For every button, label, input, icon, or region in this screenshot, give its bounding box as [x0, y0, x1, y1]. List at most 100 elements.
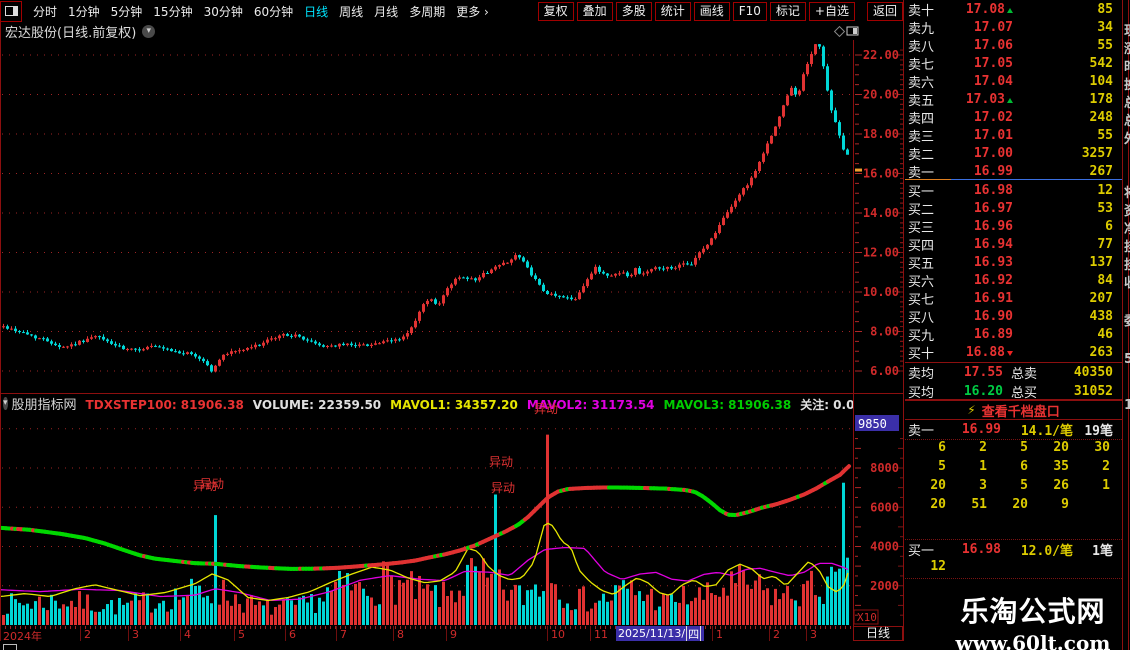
panel-icon — [4, 6, 18, 16]
date-cell-border — [806, 626, 807, 641]
orderbook-buy-row-7[interactable]: 买七 16.91 207 — [905, 289, 1122, 308]
spacer — [905, 516, 1122, 539]
price-axis-label: 14.00 — [863, 206, 899, 220]
menu-item-6[interactable]: 60分钟 — [253, 4, 294, 19]
average-label: 卖均 — [908, 367, 935, 382]
chevron-down-icon[interactable]: ▾ — [3, 396, 8, 410]
menu-item-1[interactable]: 分时 — [33, 4, 58, 19]
price-value: 16.91 — [973, 291, 1013, 306]
clipped-label: 1 — [1124, 398, 1130, 413]
queue-order-size: 1 — [1102, 478, 1110, 493]
date-tick-label: 1 — [716, 628, 723, 641]
chevron-down-icon[interactable]: ▾ — [142, 24, 156, 38]
bid-ask-separator — [905, 179, 1122, 180]
orderbook-sell-row-8[interactable]: 卖三 17.01 55 — [905, 126, 1122, 145]
orderbook-sell-row-4[interactable]: 卖七 17.05 542 — [905, 54, 1122, 73]
orderbook-sell-row-6[interactable]: 卖五 17.03 178 — [905, 90, 1122, 109]
orderbook-sell-levels: 卖十 17.08 85 卖九 17.07 34 卖八 17.06 55 卖七 17.05 542 卖六 1… — [905, 0, 1122, 181]
price-value: 17.05 — [973, 56, 1013, 71]
menu-item-10[interactable]: 多周期 — [409, 4, 446, 19]
orderbook-sell-row-9[interactable]: 卖二 17.00 3257 — [905, 144, 1122, 163]
toolbar-button-7[interactable]: 标记 — [769, 1, 806, 21]
volume-value: 137 — [1089, 255, 1113, 270]
menu-item-2[interactable]: 1分钟 — [68, 4, 100, 19]
menu-item-5[interactable]: 30分钟 — [203, 4, 243, 19]
date-tick-label: 8 — [397, 628, 404, 641]
orderbook-buy-row-10[interactable]: 买十 16.88 263 — [905, 343, 1122, 362]
orderbook-buy-row-5[interactable]: 买五 16.93 137 — [905, 253, 1122, 272]
period-indicator-box[interactable]: 日线 — [853, 626, 903, 641]
buy-level-label: 买十 — [908, 347, 935, 362]
per-order-value: 12.0/笔 — [1020, 544, 1073, 559]
date-tick-label: 2 — [84, 628, 91, 641]
volume-value: 178 — [1089, 92, 1113, 107]
total-value: 31052 — [1073, 384, 1113, 399]
toolbar-button-6[interactable]: F10 — [732, 1, 767, 21]
toolbar-button-1[interactable]: 复权 — [537, 1, 574, 21]
queue-order-size: 6 — [938, 440, 946, 455]
price-value: 16.98 — [961, 542, 1001, 557]
indicator-field-7: 关注: 0.00 — [800, 397, 853, 412]
up-arrow-icon — [1007, 98, 1013, 103]
toolbar-button-9[interactable]: 返回 — [866, 1, 903, 21]
orderbook-buy-row-4[interactable]: 买四 16.94 77 — [905, 235, 1122, 254]
queue-order-size: 30 — [1094, 440, 1110, 455]
orderbook-buy-row-6[interactable]: 买六 16.92 84 — [905, 271, 1122, 290]
queue-order-size: 20 — [930, 478, 946, 493]
menu-item-4[interactable]: 15分钟 — [153, 4, 193, 19]
menu-item-3[interactable]: 5分钟 — [110, 4, 143, 19]
volume-value: 6 — [1105, 219, 1113, 234]
toolbar-button-8[interactable]: +自选 — [808, 1, 855, 21]
date-cell-border — [393, 626, 394, 641]
toolbar-button-3[interactable]: 多股 — [615, 1, 652, 21]
buy-level-label: 买三 — [908, 221, 935, 236]
orderbook-buy-row-1[interactable]: 买一 16.98 12 — [905, 181, 1122, 200]
watermark-url: www.60lt.com — [955, 631, 1111, 650]
orderbook-sell-row-3[interactable]: 卖八 17.06 55 — [905, 36, 1122, 55]
clipped-label: 涨 — [1124, 38, 1130, 57]
menu-item-11[interactable]: 更多 › — [456, 4, 489, 19]
anomaly-annotation: 异动 — [491, 481, 515, 495]
buy-level-label: 买八 — [908, 311, 935, 326]
queue-order-size: 9 — [1061, 497, 1069, 512]
date-cell-border — [712, 626, 713, 641]
volume-value: 263 — [1089, 345, 1113, 360]
price-value: 17.00 — [973, 146, 1013, 161]
mini-window-icon — [3, 644, 17, 650]
price-axis-label: 12.00 — [863, 246, 899, 260]
queue-order-size: 35 — [1053, 459, 1069, 474]
view-full-depth-link[interactable]: 查看千档盘口 — [981, 404, 1060, 420]
layout-toggle-button[interactable] — [0, 0, 22, 22]
toolbar-button-5[interactable]: 画线 — [693, 1, 730, 21]
orderbook-sell-row-2[interactable]: 卖九 17.07 34 — [905, 18, 1122, 37]
date-cell-border — [180, 626, 181, 641]
orderbook-buy-row-2[interactable]: 买二 16.97 53 — [905, 199, 1122, 218]
main-candlestick-chart[interactable]: 22.00 20.00 18.00 16.00 14.00 12.00 10.00 8.00 6… — [0, 25, 905, 393]
menu-item-8[interactable]: 周线 — [339, 4, 364, 19]
clipped-label: 换 — [1124, 74, 1130, 93]
bottom-strip — [0, 641, 1122, 650]
orderbook-sell-row-5[interactable]: 卖六 17.04 104 — [905, 72, 1122, 91]
orderbook-buy-row-8[interactable]: 买八 16.90 438 — [905, 307, 1122, 326]
toolbar-button-2[interactable]: 叠加 — [576, 1, 613, 21]
queue-order-size: 5 — [1020, 440, 1028, 455]
toolbar-button-4[interactable]: 统计 — [654, 1, 691, 21]
orderbook-sell-row-7[interactable]: 卖四 17.02 248 — [905, 108, 1122, 127]
queue-panel-header[interactable]: ⚡ 查看千档盘口 — [905, 400, 1122, 420]
orderbook-averages: 卖均 17.55 总卖 40350 买均 16.20 总买 31052 — [905, 362, 1122, 401]
orderbook-sell-row-10[interactable]: 卖一 16.99 267 — [905, 162, 1122, 181]
price-value: 17.06 — [973, 38, 1013, 53]
orderbook-buy-row-3[interactable]: 买三 16.96 6 — [905, 217, 1122, 236]
orderbook-buy-row-9[interactable]: 买九 16.89 46 — [905, 325, 1122, 344]
menu-item-9[interactable]: 月线 — [374, 4, 399, 19]
menu-item-7[interactable]: 日线 — [304, 4, 329, 19]
current-weekday: 四 — [686, 626, 702, 641]
buy-level-label: 买七 — [908, 293, 935, 308]
orderbook-sell-row-1[interactable]: 卖十 17.08 85 — [905, 0, 1122, 19]
volume-axis-label: 4000 — [870, 540, 899, 554]
sell-level-label: 卖八 — [908, 40, 935, 55]
panel-divider — [0, 393, 903, 394]
total-label: 总买 — [1011, 386, 1038, 401]
